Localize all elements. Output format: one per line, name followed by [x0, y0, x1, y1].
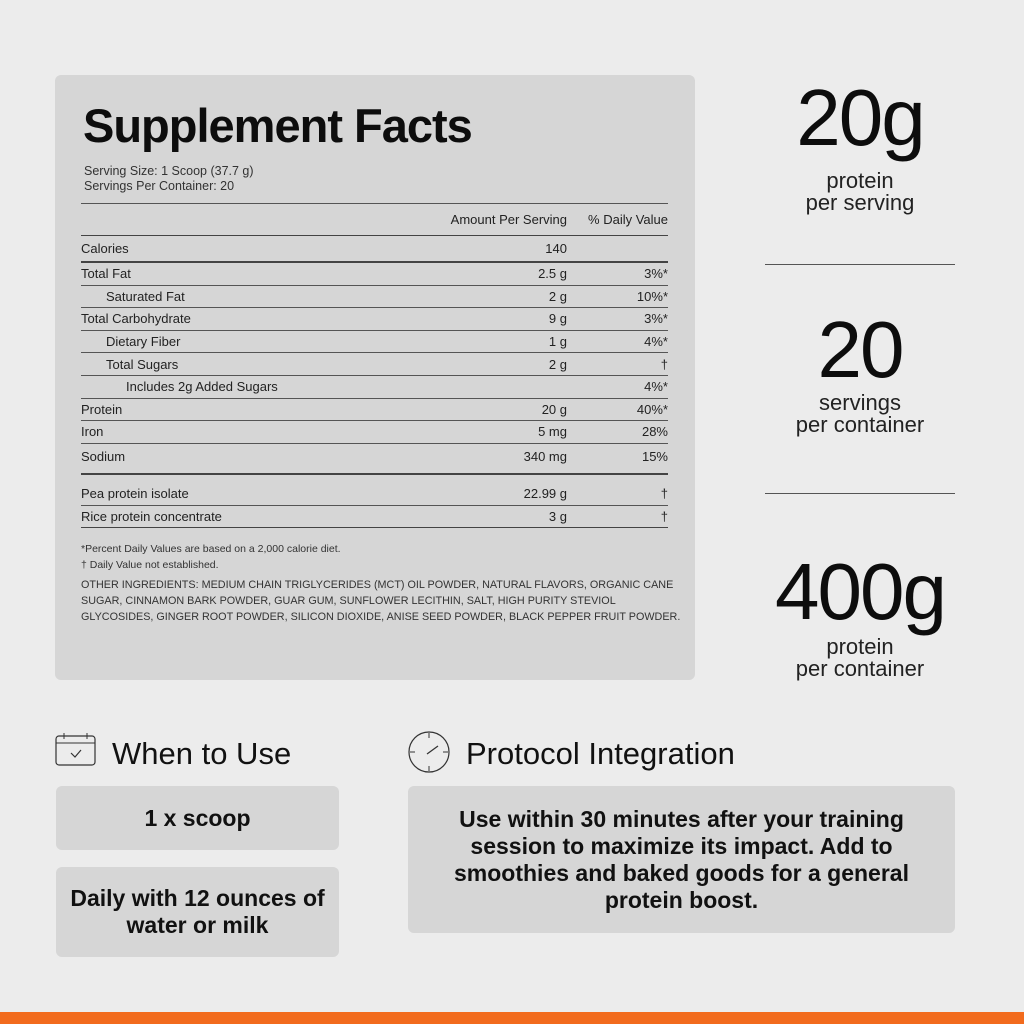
calendar-check-icon [55, 733, 96, 766]
clock-icon [408, 731, 450, 773]
table-row: Total Fat 2.5 g 3%* [81, 263, 668, 286]
protocol-title: Protocol Integration [466, 736, 735, 771]
table-row: Dietary Fiber 1 g 4%* [81, 331, 668, 354]
table-row: Total Sugars 2 g † [81, 353, 668, 376]
facts-title: Supplement Facts [83, 99, 473, 152]
frequency-box: Daily with 12 ounces of water or milk [56, 867, 339, 957]
footnotes: *Percent Daily Values are based on a 2,0… [81, 541, 341, 573]
when-to-use-title: When to Use [112, 736, 292, 771]
serving-info: Serving Size: 1 Scoop (37.7 g) Servings … [84, 164, 254, 194]
dose-box: 1 x scoop [56, 786, 339, 850]
stat-protein-per-serving: 20g protein per serving [796, 73, 925, 215]
table-header: Amount Per Serving % Daily Value [81, 204, 668, 236]
col-dv: % Daily Value [588, 212, 668, 227]
table-row: Includes 2g Added Sugars 4%* [81, 376, 668, 399]
accent-bar [0, 1012, 1024, 1024]
table-row: Rice protein concentrate 3 g † [81, 506, 668, 529]
table-row: Saturated Fat 2 g 10%* [81, 286, 668, 309]
footnote-dv: *Percent Daily Values are based on a 2,0… [81, 543, 341, 555]
footnote-dagger: † Daily Value not established. [81, 559, 219, 571]
col-amount: Amount Per Serving [450, 212, 567, 227]
table-row: Pea protein isolate 22.99 g † [81, 475, 668, 506]
table-row: Sodium 340 mg 15% [81, 444, 668, 475]
stat-protein-per-container: 400g protein per container [775, 547, 947, 681]
table-row: Total Carbohydrate 9 g 3%* [81, 308, 668, 331]
divider [81, 203, 668, 204]
other-ingredients: OTHER INGREDIENTS: MEDIUM CHAIN TRIGLYCE… [81, 579, 681, 623]
table-row: Protein 20 g 40%* [81, 399, 668, 422]
serving-size: Serving Size: 1 Scoop (37.7 g) [84, 164, 254, 178]
table-row: Iron 5 mg 28% [81, 421, 668, 444]
facts-table: Amount Per Serving % Daily Value Calories… [81, 203, 668, 529]
table-row: Calories 140 [81, 236, 668, 263]
supplement-facts-panel [55, 75, 695, 680]
protocol-box: Use within 30 minutes after your trainin… [408, 786, 955, 933]
stat-servings: 20 servings per container [795, 305, 925, 437]
divider [765, 264, 955, 265]
servings-per-container: Servings Per Container: 20 [84, 179, 235, 193]
divider [765, 493, 955, 494]
